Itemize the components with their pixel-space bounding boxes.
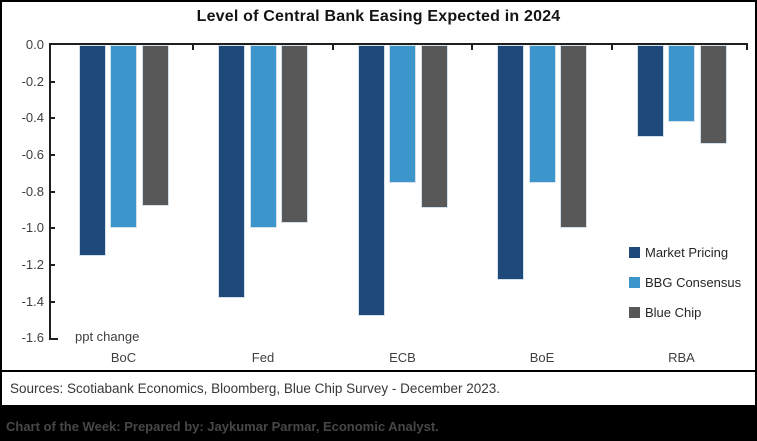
sources-note: Sources: Scotiabank Economics, Bloomberg… (10, 381, 500, 396)
bar-boc-market-pricing (78, 45, 106, 256)
y-tick-label: -1.2 (21, 257, 44, 273)
x-axis-tick (331, 45, 334, 50)
legend-swatch (629, 307, 640, 318)
legend-label: Market Pricing (645, 245, 729, 260)
y-tick-label: -1.4 (21, 293, 44, 309)
chart-title: Level of Central Bank Easing Expected in… (196, 8, 561, 25)
y-axis-tick (51, 264, 55, 267)
bar-boe-blue-chip (560, 45, 587, 229)
bar-fed-bbg-consensus (249, 45, 277, 229)
y-tick-label: -0.8 (21, 183, 44, 199)
y-tick-label: -1.6 (21, 330, 44, 346)
legend-label: BBG Consensus (645, 275, 742, 290)
bar-boe-bbg-consensus (528, 45, 556, 183)
chart-frame-bottom-border (2, 370, 755, 372)
y-axis-line (49, 43, 51, 340)
y-tick-label: 0.0 (25, 37, 44, 52)
bar-ecb-blue-chip (420, 45, 448, 209)
legend-swatch (629, 247, 640, 258)
unit-label: ppt change (75, 329, 140, 344)
y-tick-label: -0.6 (21, 147, 44, 162)
y-axis-bottom-cap (49, 338, 58, 340)
x-tick-label: ECB (389, 350, 416, 365)
x-axis-zero-line (49, 43, 748, 45)
x-axis-tick (610, 45, 613, 50)
legend-item: Blue Chip (629, 305, 741, 320)
x-axis-tick (192, 45, 195, 50)
bar-boc-bbg-consensus (110, 45, 137, 229)
bar-fed-market-pricing (218, 45, 245, 299)
legend-item: Market Pricing (629, 245, 741, 260)
legend: Market Pricing BBG Consensus Blue Chip (629, 245, 742, 320)
x-tick-label: RBA (668, 350, 695, 365)
y-axis-tick (51, 190, 55, 193)
bar-rba-blue-chip (699, 45, 727, 144)
bar-rba-market-pricing (636, 45, 664, 137)
bar-boc-blue-chip (141, 45, 169, 207)
y-axis-tick (51, 300, 55, 303)
y-tick-label: -1.0 (21, 220, 44, 236)
y-axis-tick (51, 227, 55, 230)
legend-label: Blue Chip (645, 305, 702, 320)
x-axis-tick (471, 45, 474, 50)
legend-swatch (629, 277, 640, 288)
x-axis-right-cap (746, 43, 748, 50)
footer-attribution: Chart of the Week: Prepared by: Jaykumar… (6, 419, 439, 434)
bar-ecb-bbg-consensus (389, 45, 416, 183)
x-tick-label: Fed (251, 350, 275, 365)
x-tick-label: BoE (529, 350, 555, 365)
y-tick-label: -0.4 (21, 110, 44, 126)
y-axis-tick (51, 80, 55, 83)
y-tick-label: -0.2 (21, 73, 44, 89)
y-axis-tick (51, 117, 55, 120)
bar-fed-blue-chip (281, 45, 308, 223)
x-tick-label: BoC (110, 350, 137, 365)
legend-item: BBG Consensus (629, 275, 742, 290)
bar-boe-market-pricing (497, 45, 524, 280)
bar-ecb-market-pricing (357, 45, 385, 317)
y-axis-tick (51, 154, 55, 156)
bar-rba-bbg-consensus (668, 45, 695, 122)
